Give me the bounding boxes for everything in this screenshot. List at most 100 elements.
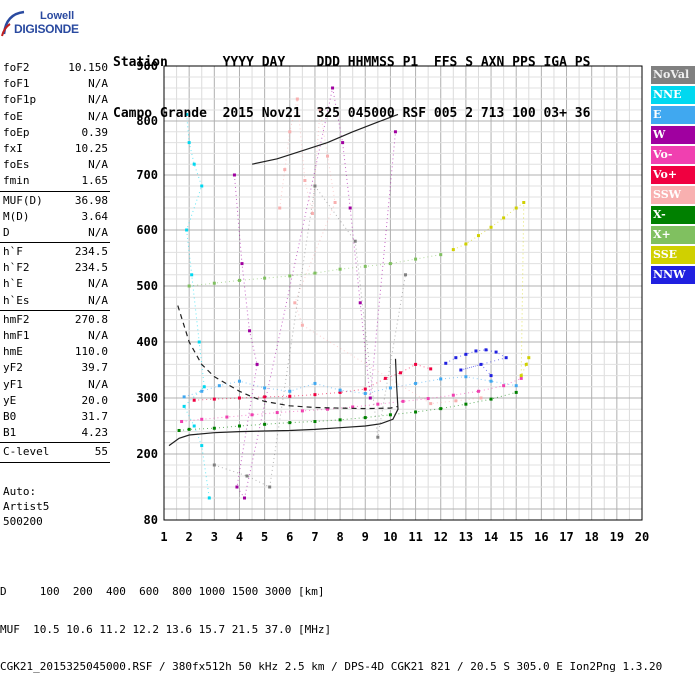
param-value: 36.98 — [74, 193, 108, 207]
x-tick-label: 10 — [383, 530, 397, 544]
param-row: h`F2 234.5 — [0, 260, 110, 276]
param-row: foE N/A — [0, 109, 110, 125]
data-point — [514, 206, 518, 210]
logo-line1: Lowell — [40, 10, 75, 22]
data-point — [295, 97, 299, 101]
param-label: yE — [3, 393, 17, 407]
data-point — [429, 402, 433, 406]
tick-labels: 1 2 3 4 5 6 7 8 9 10 11 12 13 14 15 16 17 18 19 20802003004… — [136, 59, 649, 544]
param-label: foF1p — [3, 93, 37, 107]
param-row: C-level 55 — [0, 444, 110, 460]
header-row-2: Campo Grande 2015 Nov21 325 045000 RSF 0… — [113, 106, 591, 121]
x-tick-label: 2 — [186, 530, 193, 544]
data-point — [464, 242, 468, 246]
scaled-parameters-panel: foF2 10.150 foF1 N/A foF1p N/A foE N/A foEp 0.39 f… — [0, 60, 110, 528]
x-tick-label: 14 — [484, 530, 498, 544]
param-row: hmF1 N/A — [0, 328, 110, 344]
data-point — [522, 201, 526, 204]
param-label: yF2 — [3, 361, 23, 375]
param-label: hmF1 — [3, 329, 30, 342]
series-trace — [183, 376, 517, 398]
param-label: fxI — [3, 141, 23, 155]
param-label: h`F2 — [3, 261, 30, 275]
param-row: hmF2 270.8 — [0, 312, 110, 328]
x-tick-label: 5 — [261, 530, 268, 544]
x-tick-label: 16 — [534, 530, 548, 544]
x-tick-label: 11 — [408, 530, 422, 544]
x-tick-label: 6 — [286, 530, 293, 544]
legend-item: SSW — [651, 186, 695, 204]
param-value: N/A — [88, 277, 108, 291]
series-trace — [233, 87, 396, 500]
data-point — [527, 356, 531, 360]
param-value: 55 — [94, 445, 108, 459]
param-value: N/A — [88, 329, 108, 342]
data-point — [388, 262, 392, 266]
data-point — [288, 394, 292, 398]
data-point — [288, 389, 292, 393]
param-row: M(D) 3.64 — [0, 209, 110, 225]
data-point — [514, 390, 518, 394]
y-tick-label: 700 — [136, 168, 158, 182]
data-point — [489, 397, 493, 401]
param-row: B1 4.23 — [0, 425, 110, 441]
legend-item: X+ — [651, 226, 695, 244]
param-value: 20.0 — [81, 393, 109, 407]
param-value: 39.7 — [81, 361, 109, 375]
series-noval — [212, 184, 408, 489]
data-point — [404, 273, 408, 277]
x-tick-label: 8 — [336, 530, 343, 544]
data-point — [263, 395, 267, 399]
param-label: hmF2 — [3, 312, 30, 326]
data-point — [489, 374, 493, 378]
data-point — [338, 388, 342, 392]
param-label: C-level — [3, 445, 50, 459]
data-point — [313, 381, 317, 385]
series-nne — [182, 112, 211, 500]
series-x- — [177, 390, 518, 432]
data-point — [212, 281, 216, 285]
data-point — [182, 404, 186, 408]
data-point — [341, 141, 345, 145]
station-header: Station YYYY DAY DDD HHMMSS P1 FFS S AXN… — [113, 20, 590, 139]
y-tick-label: 500 — [136, 279, 158, 293]
data-point — [338, 390, 342, 394]
header-row-1: Station YYYY DAY DDD HHMMSS P1 FFS S AXN… — [113, 55, 591, 70]
series-vo- — [180, 376, 523, 424]
data-point — [293, 301, 297, 305]
param-label: hmE — [3, 345, 23, 359]
data-point — [429, 367, 433, 371]
data-point — [283, 168, 287, 172]
footer-distance-row: D 100 200 400 600 800 1000 1500 3000 [km… — [0, 585, 325, 598]
series-sse — [451, 201, 531, 378]
data-point — [351, 405, 355, 409]
data-point — [212, 426, 216, 430]
param-label: fmin — [3, 174, 30, 188]
data-point — [190, 273, 194, 277]
data-point — [426, 397, 430, 401]
data-point — [494, 350, 498, 354]
x-tick-label: 3 — [211, 530, 218, 544]
data-point — [333, 201, 337, 204]
param-value: 270.8 — [74, 312, 108, 326]
param-separator — [0, 190, 110, 192]
param-value: N/A — [88, 77, 108, 91]
data-point — [454, 399, 458, 403]
footer: D 100 200 400 600 800 1000 1500 3000 [km… — [0, 561, 662, 686]
data-point — [476, 389, 480, 393]
data-point — [524, 362, 528, 366]
data-point — [192, 398, 196, 402]
logo-line2: DIGISONDE — [14, 22, 79, 36]
data-point — [187, 284, 191, 288]
x-tick-label: 20 — [635, 530, 649, 544]
data-point — [414, 410, 418, 414]
param-value: N/A — [88, 293, 108, 307]
param-value: 10.150 — [68, 61, 108, 74]
footer-file-info: CGK21_2015325045000.RSF / 380fx512h 50 k… — [0, 660, 663, 673]
param-value: 10.25 — [74, 141, 108, 155]
data-point — [363, 416, 367, 420]
data-point — [376, 402, 380, 406]
param-label: M(D) — [3, 209, 30, 223]
autoscaling-info: 500200 — [3, 515, 43, 528]
data-point — [288, 274, 292, 278]
